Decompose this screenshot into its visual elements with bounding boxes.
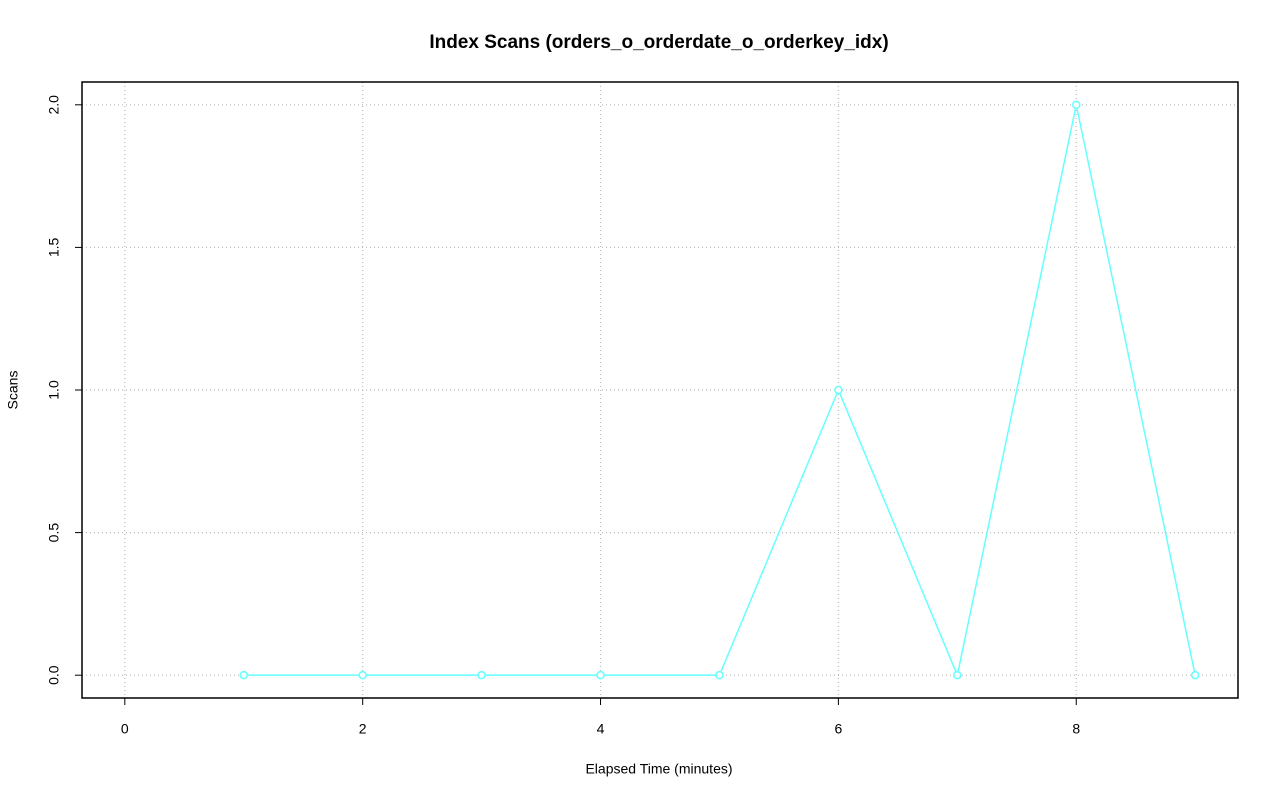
x-tick-label: 2 bbox=[359, 721, 367, 737]
y-axis-label: Scans bbox=[5, 371, 21, 410]
x-tick-label: 8 bbox=[1072, 721, 1080, 737]
data-point bbox=[477, 670, 486, 680]
chart-title: Index Scans (orders_o_orderdate_o_orderk… bbox=[429, 32, 888, 53]
plot-frame bbox=[81, 81, 1239, 699]
data-point bbox=[1190, 670, 1200, 680]
y-tick-label: 0.5 bbox=[46, 523, 62, 543]
y-tick-label: 1.0 bbox=[46, 380, 62, 400]
y-tick-label: 1.5 bbox=[46, 237, 62, 257]
x-axis-label: Elapsed Time (minutes) bbox=[585, 761, 732, 777]
data-point bbox=[239, 670, 248, 680]
data-point bbox=[1072, 100, 1081, 110]
y-tick-label: 0.0 bbox=[46, 665, 62, 685]
y-tick-label: 2.0 bbox=[46, 95, 62, 115]
data-point bbox=[715, 670, 724, 680]
data-point bbox=[596, 670, 605, 680]
data-point bbox=[953, 670, 962, 680]
x-tick-label: 6 bbox=[834, 721, 842, 737]
x-tick-label: 4 bbox=[597, 721, 605, 737]
data-point bbox=[834, 385, 843, 395]
data-point bbox=[358, 670, 367, 680]
x-tick-label: 0 bbox=[121, 721, 129, 737]
